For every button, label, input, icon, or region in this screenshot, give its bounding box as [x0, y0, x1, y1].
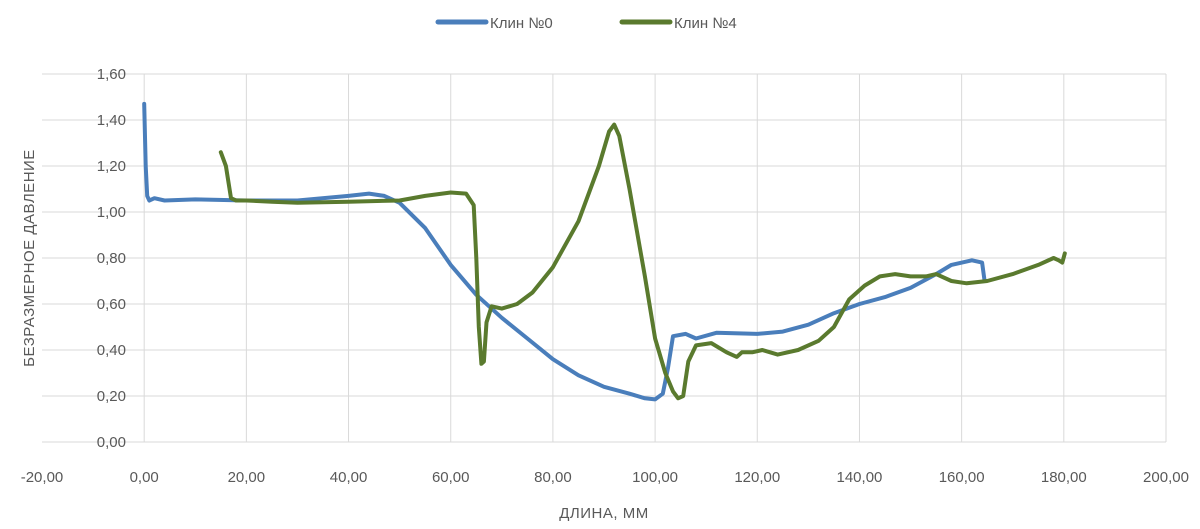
y-tick-label: 0,60 [97, 296, 126, 313]
y-tick-label: 0,20 [97, 388, 126, 405]
x-tick-label: 0,00 [130, 469, 159, 486]
x-tick-label: 160,00 [939, 469, 985, 486]
y-tick-label: 0,00 [97, 434, 126, 451]
x-axis-title: ДЛИНА, ММ [559, 505, 648, 522]
y-tick-label: 1,00 [97, 204, 126, 221]
legend-label-klin-0: Клин №0 [490, 15, 553, 32]
y-tick-label: 0,80 [97, 250, 126, 267]
y-axis-title: БЕЗРАЗМЕРНОЕ ДАВЛЕНИЕ [21, 149, 38, 367]
x-tick-label: -20,00 [21, 469, 64, 486]
y-tick-label: 1,40 [97, 112, 126, 129]
x-tick-label: 200,00 [1143, 469, 1189, 486]
y-tick-labels: 0,00 0,20 0,40 0,60 0,80 1,00 1,20 1,40 1,60 [97, 66, 126, 451]
legend: Клин №0 Клин №4 [435, 15, 737, 32]
series-line-0 [142, 101, 987, 402]
y-tick-label: 1,20 [97, 158, 126, 175]
x-tick-label: 100,00 [632, 469, 678, 486]
x-tick-label: 40,00 [330, 469, 368, 486]
x-tick-label: 60,00 [432, 469, 470, 486]
y-tick-label: 0,40 [97, 342, 126, 359]
series-line-1 [218, 122, 1067, 401]
x-tick-label: 80,00 [534, 469, 572, 486]
y-tick-label: 1,60 [97, 66, 126, 83]
x-tick-label: 180,00 [1041, 469, 1087, 486]
x-tick-label: 20,00 [228, 469, 266, 486]
x-tick-label: 120,00 [734, 469, 780, 486]
gridlines [42, 73, 1167, 443]
series-lines [142, 101, 1067, 402]
legend-label-klin-4: Клин №4 [674, 15, 737, 32]
x-tick-label: 140,00 [837, 469, 883, 486]
x-tick-labels: -20,00 0,00 20,00 40,00 60,00 80,00 100,00 120,… [21, 469, 1189, 486]
